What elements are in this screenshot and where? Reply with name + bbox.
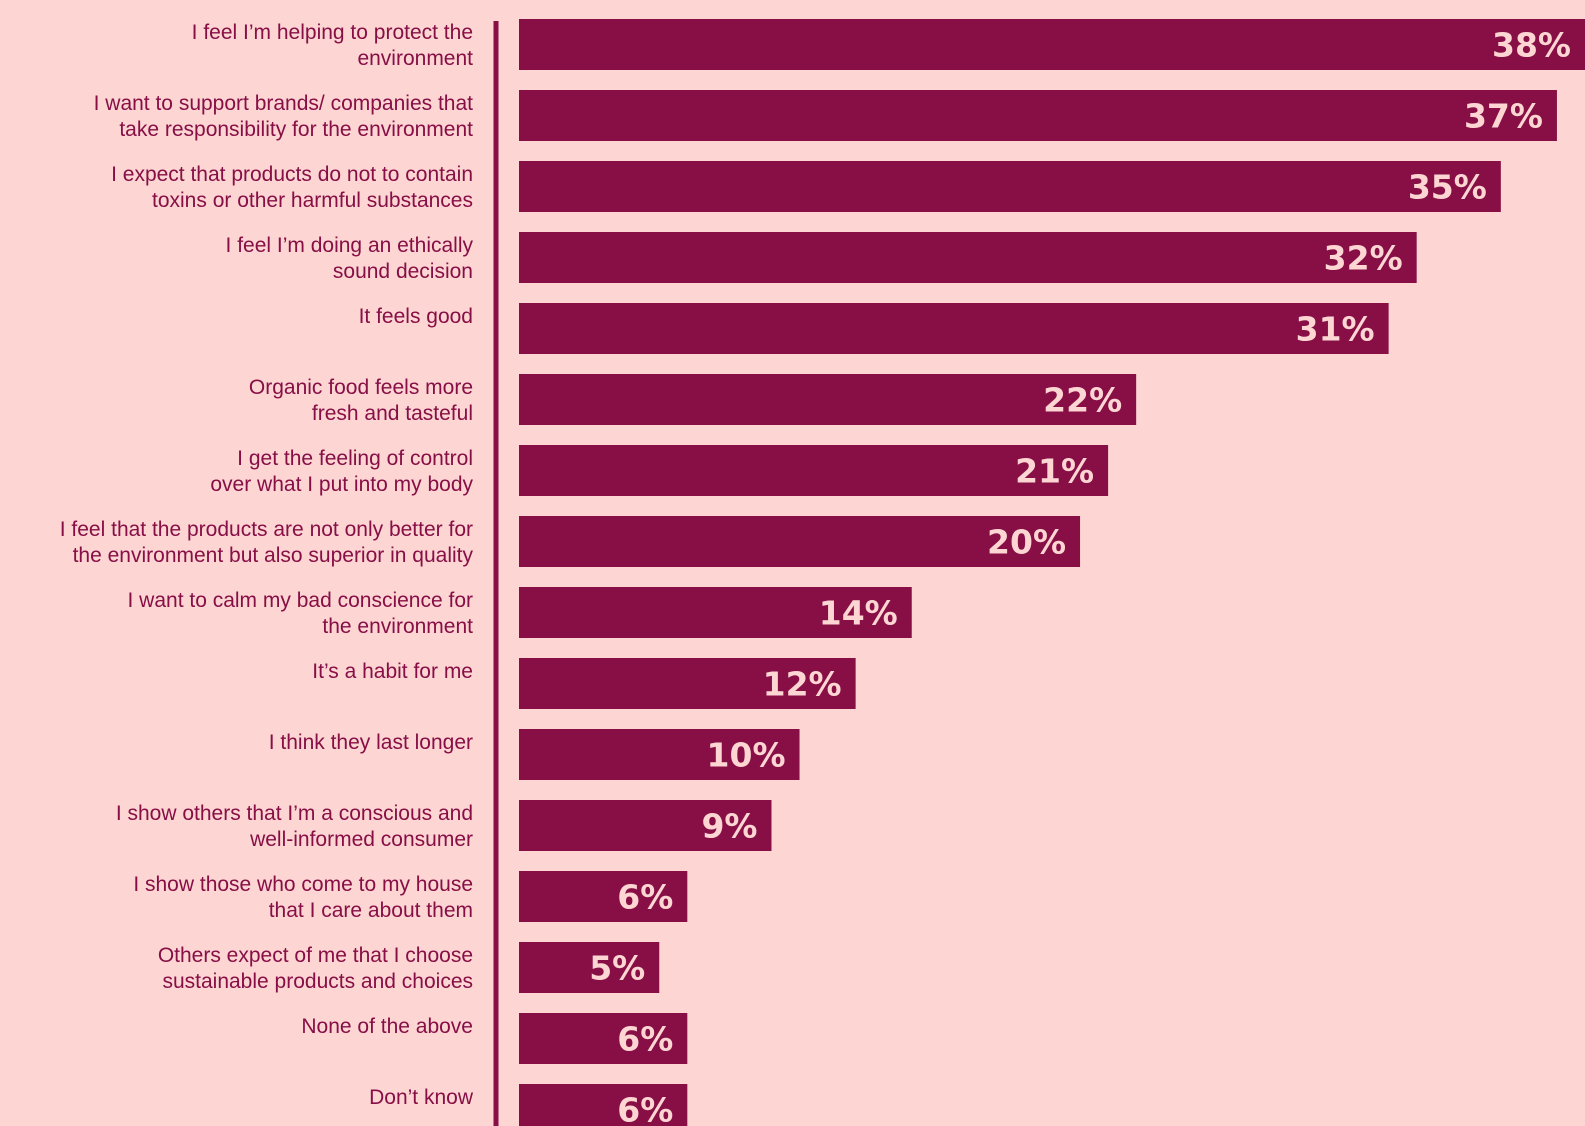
category-label-line: I show those who come to my house bbox=[133, 873, 473, 896]
category-label-line: toxins or other harmful substances bbox=[152, 189, 473, 212]
category-label-line: fresh and tasteful bbox=[312, 402, 473, 425]
bar bbox=[519, 374, 1137, 425]
bar bbox=[519, 445, 1109, 496]
category-label-line: I want to support brands/ companies that bbox=[94, 92, 474, 115]
category-label-line: the environment bbox=[322, 615, 473, 638]
bar bbox=[519, 303, 1389, 354]
bar bbox=[519, 800, 772, 851]
bar bbox=[519, 1084, 688, 1126]
category-label: I show those who come to my house that I … bbox=[133, 873, 473, 922]
category-label: None of the above bbox=[301, 1015, 473, 1038]
value-label: 20% bbox=[987, 523, 1066, 562]
category-label-line: It feels good bbox=[359, 305, 473, 328]
category-label: I want to calm my bad conscience for the … bbox=[128, 589, 474, 638]
category-label: I want to support brands/ companies that… bbox=[94, 92, 474, 141]
category-label: Others expect of me that I choose sustain… bbox=[158, 944, 473, 993]
bar bbox=[519, 232, 1417, 283]
value-label: 35% bbox=[1408, 168, 1487, 207]
category-label-line: I feel I’m doing an ethically bbox=[226, 234, 474, 257]
category-label-line: take responsibility for the environment bbox=[119, 118, 473, 141]
value-label: 38% bbox=[1492, 26, 1571, 65]
bar-group: 38% I feel I’m helping to protect the envi… bbox=[60, 19, 1585, 1126]
category-label-line: over what I put into my body bbox=[210, 473, 473, 496]
category-label-line: I think they last longer bbox=[269, 731, 473, 754]
category-label: I feel I’m helping to protect the environ… bbox=[192, 21, 473, 70]
value-label: 9% bbox=[701, 807, 757, 846]
category-label-line: I feel I’m helping to protect the bbox=[192, 21, 473, 44]
category-label: Organic food feels more fresh and tastefu… bbox=[249, 376, 473, 425]
category-label-line: that I care about them bbox=[269, 899, 473, 922]
category-label-line: I want to calm my bad conscience for bbox=[128, 589, 474, 612]
bar bbox=[519, 942, 660, 993]
category-label: I get the feeling of control over what I … bbox=[210, 447, 473, 496]
bar bbox=[519, 871, 688, 922]
category-label-line: I feel that the products are not only be… bbox=[60, 518, 473, 541]
category-label: It feels good bbox=[359, 305, 473, 328]
category-label: Don’t know bbox=[369, 1086, 474, 1109]
bar bbox=[519, 1013, 688, 1064]
bar bbox=[519, 161, 1501, 212]
bar bbox=[519, 729, 800, 780]
category-label-line: environment bbox=[357, 47, 473, 70]
value-label: 21% bbox=[1015, 452, 1094, 491]
category-label-line: Organic food feels more bbox=[249, 376, 473, 399]
category-label-line: the environment but also superior in qua… bbox=[73, 544, 474, 567]
value-label: 22% bbox=[1043, 381, 1122, 420]
category-label-line: I expect that products do not to contain bbox=[111, 163, 473, 186]
category-label: I feel I’m doing an ethically sound decis… bbox=[226, 234, 474, 283]
category-label-line: None of the above bbox=[301, 1015, 473, 1038]
category-label: I show others that I’m a conscious and we… bbox=[116, 802, 473, 851]
bar bbox=[519, 19, 1585, 70]
value-label: 31% bbox=[1296, 310, 1375, 349]
bar bbox=[519, 587, 912, 638]
category-label: I expect that products do not to contain… bbox=[111, 163, 473, 212]
value-label: 6% bbox=[617, 1091, 673, 1126]
value-label: 6% bbox=[617, 1020, 673, 1059]
category-label: I feel that the products are not only be… bbox=[60, 518, 474, 567]
category-label: I think they last longer bbox=[269, 731, 473, 754]
value-label: 14% bbox=[819, 594, 898, 633]
bar bbox=[519, 516, 1081, 567]
category-label-line: I get the feeling of control bbox=[237, 447, 473, 470]
category-label-line: well-informed consumer bbox=[249, 828, 473, 851]
category-label-line: sustainable products and choices bbox=[162, 970, 473, 993]
bar bbox=[519, 658, 856, 709]
category-label-line: Don’t know bbox=[369, 1086, 474, 1109]
category-label-line: I show others that I’m a conscious and bbox=[116, 802, 473, 825]
value-label: 5% bbox=[589, 949, 645, 988]
bar bbox=[519, 90, 1557, 141]
value-label: 10% bbox=[707, 736, 786, 775]
category-label-line: sound decision bbox=[333, 260, 473, 283]
category-label-line: Others expect of me that I choose bbox=[158, 944, 473, 967]
category-label: It’s a habit for me bbox=[312, 660, 473, 683]
value-label: 32% bbox=[1324, 239, 1403, 278]
value-label: 6% bbox=[617, 878, 673, 917]
value-label: 12% bbox=[763, 665, 842, 704]
value-label: 37% bbox=[1464, 97, 1543, 136]
category-label-line: It’s a habit for me bbox=[312, 660, 473, 683]
